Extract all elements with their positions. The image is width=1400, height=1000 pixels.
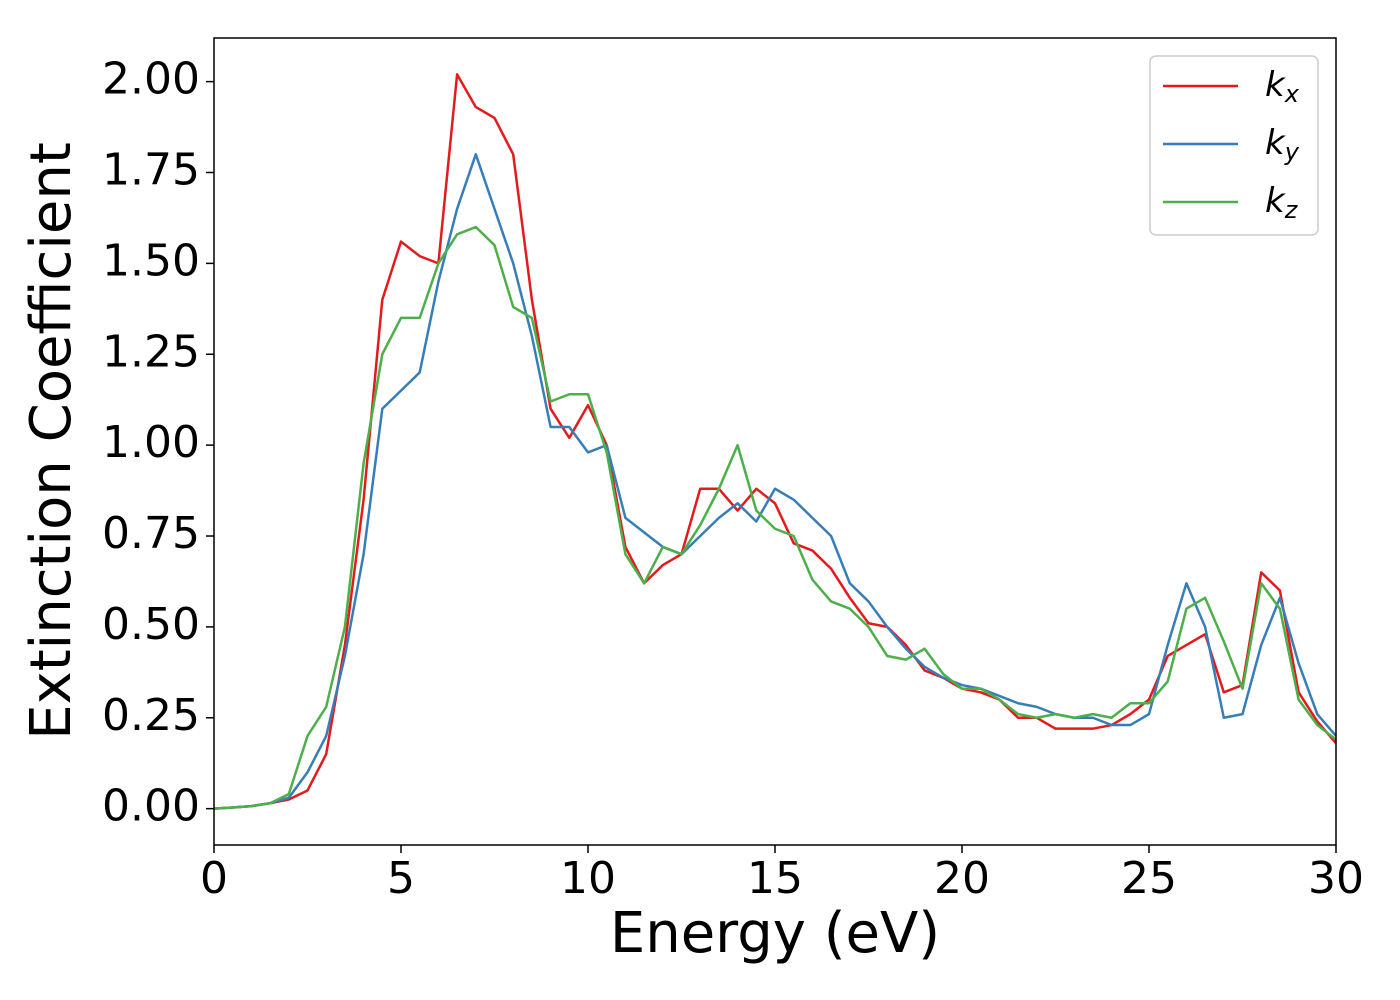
series-line xyxy=(213,225,1337,810)
y-tick-label: 1.75 xyxy=(102,145,200,196)
x-tick-label: 10 xyxy=(560,853,616,904)
x-tick-label: 0 xyxy=(200,853,228,904)
y-tick-label: 0.00 xyxy=(102,781,200,832)
y-tick-label: 0.75 xyxy=(102,508,200,559)
y-tick-label: 0.25 xyxy=(102,690,200,741)
y-tick-label: 0.50 xyxy=(102,599,200,650)
x-tick-label: 5 xyxy=(387,853,415,904)
y-tick-label: 1.25 xyxy=(102,326,200,377)
series-line xyxy=(213,153,1337,810)
y-tick-label: 1.00 xyxy=(102,417,200,468)
legend-label: kz xyxy=(1265,181,1299,225)
x-tick-label: 20 xyxy=(934,853,990,904)
x-tick-label: 25 xyxy=(1121,853,1177,904)
x-axis-label: Energy (eV) xyxy=(610,901,940,966)
series-line xyxy=(213,73,1337,810)
legend-box xyxy=(1149,55,1319,236)
y-axis-label: Extinction Coefficient xyxy=(19,142,84,740)
plot-frame xyxy=(213,37,1337,846)
x-tick-label: 15 xyxy=(747,853,803,904)
x-tick-label: 30 xyxy=(1308,853,1364,904)
legend-label: ky xyxy=(1265,123,1300,167)
y-tick-label: 2.00 xyxy=(102,54,200,105)
y-tick-label: 1.50 xyxy=(102,235,200,286)
legend-label: kx xyxy=(1265,65,1300,109)
